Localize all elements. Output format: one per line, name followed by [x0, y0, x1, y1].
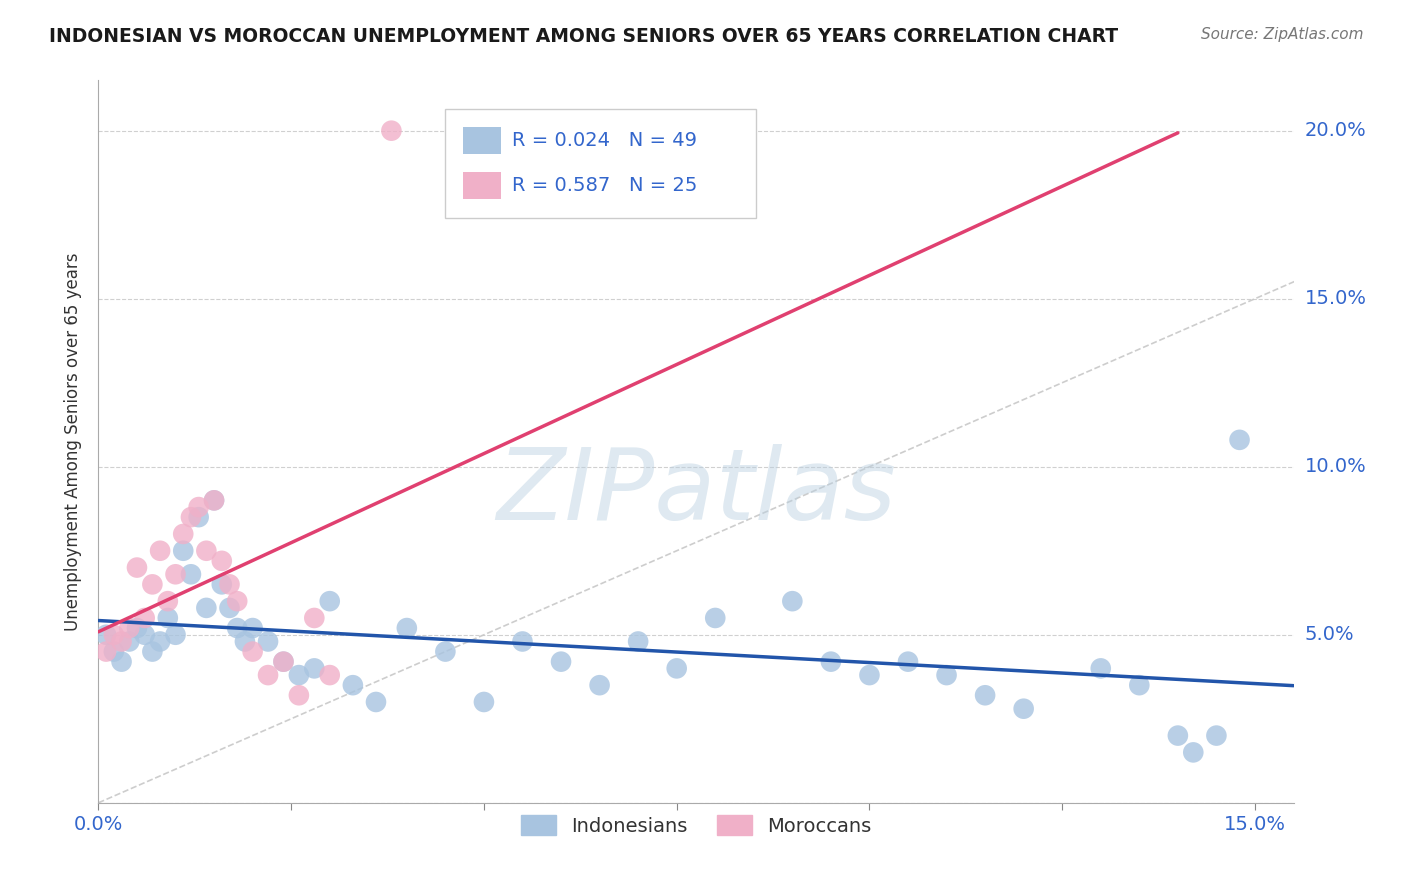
Point	[233, 634, 256, 648]
Point	[588, 678, 610, 692]
Point	[395, 621, 418, 635]
Point	[897, 655, 920, 669]
Point	[550, 655, 572, 669]
Point	[195, 600, 218, 615]
Point	[627, 634, 650, 648]
Point	[226, 621, 249, 635]
Point	[149, 543, 172, 558]
Point	[165, 567, 187, 582]
FancyBboxPatch shape	[446, 109, 756, 218]
Point	[273, 655, 295, 669]
Point	[211, 577, 233, 591]
Text: INDONESIAN VS MOROCCAN UNEMPLOYMENT AMONG SENIORS OVER 65 YEARS CORRELATION CHAR: INDONESIAN VS MOROCCAN UNEMPLOYMENT AMON…	[49, 27, 1118, 45]
Point	[110, 634, 132, 648]
Point	[118, 621, 141, 635]
Point	[288, 668, 311, 682]
Point	[118, 634, 141, 648]
Point	[110, 655, 132, 669]
Point	[149, 634, 172, 648]
Point	[319, 594, 342, 608]
Point	[1090, 661, 1112, 675]
Point	[180, 510, 202, 524]
Point	[94, 644, 117, 658]
Point	[782, 594, 804, 608]
Point	[1012, 702, 1035, 716]
Point	[342, 678, 364, 692]
Text: 15.0%: 15.0%	[1305, 289, 1367, 309]
Text: ZIPatlas: ZIPatlas	[496, 443, 896, 541]
Point	[94, 628, 117, 642]
Text: 10.0%: 10.0%	[1305, 458, 1367, 476]
Point	[512, 634, 534, 648]
Point	[125, 560, 148, 574]
Text: R = 0.024   N = 49: R = 0.024 N = 49	[512, 131, 697, 150]
Point	[257, 668, 280, 682]
Y-axis label: Unemployment Among Seniors over 65 years: Unemployment Among Seniors over 65 years	[65, 252, 83, 631]
Point	[187, 510, 209, 524]
Point	[974, 688, 997, 702]
Point	[226, 594, 249, 608]
Point	[935, 668, 957, 682]
Point	[134, 611, 156, 625]
Point	[202, 493, 225, 508]
Point	[319, 668, 342, 682]
Point	[156, 594, 179, 608]
Point	[103, 628, 125, 642]
Point	[165, 628, 187, 642]
Point	[180, 567, 202, 582]
Point	[202, 493, 225, 508]
Point	[364, 695, 387, 709]
Point	[242, 644, 264, 658]
Text: Source: ZipAtlas.com: Source: ZipAtlas.com	[1201, 27, 1364, 42]
Point	[380, 124, 402, 138]
Point	[1167, 729, 1189, 743]
Legend: Indonesians, Moroccans: Indonesians, Moroccans	[513, 807, 879, 844]
Point	[257, 634, 280, 648]
Point	[172, 527, 194, 541]
Point	[218, 577, 240, 591]
Text: 5.0%: 5.0%	[1305, 625, 1354, 644]
Point	[125, 621, 148, 635]
Point	[195, 543, 218, 558]
Point	[134, 628, 156, 642]
Point	[218, 600, 240, 615]
Point	[242, 621, 264, 635]
Point	[288, 688, 311, 702]
Point	[172, 543, 194, 558]
Point	[704, 611, 727, 625]
Point	[858, 668, 880, 682]
Bar	[463, 127, 501, 154]
Point	[434, 644, 457, 658]
Point	[211, 554, 233, 568]
Point	[141, 644, 163, 658]
Point	[304, 611, 326, 625]
Text: 20.0%: 20.0%	[1305, 121, 1367, 140]
Point	[665, 661, 688, 675]
Point	[472, 695, 495, 709]
Point	[820, 655, 842, 669]
Point	[103, 644, 125, 658]
Point	[187, 500, 209, 514]
Point	[1182, 745, 1205, 759]
Point	[1229, 433, 1251, 447]
Point	[304, 661, 326, 675]
Text: R = 0.587   N = 25: R = 0.587 N = 25	[512, 177, 697, 195]
Point	[273, 655, 295, 669]
Point	[156, 611, 179, 625]
Point	[1205, 729, 1227, 743]
Point	[1128, 678, 1150, 692]
Bar	[463, 172, 501, 200]
Point	[141, 577, 163, 591]
